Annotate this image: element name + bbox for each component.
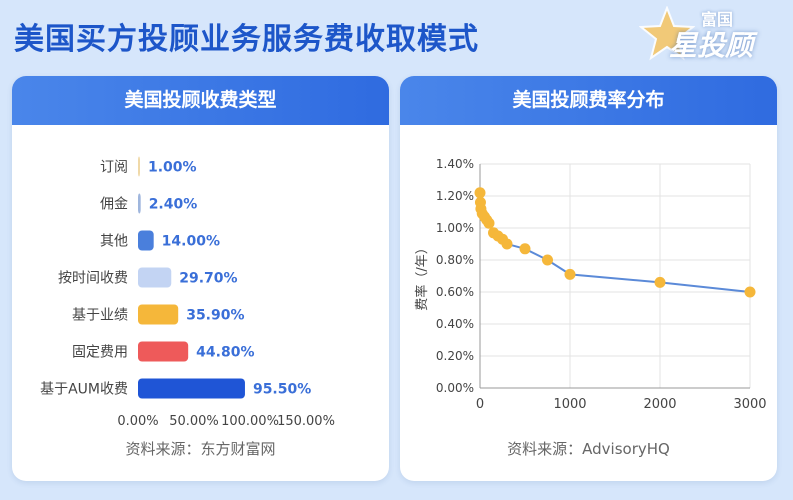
x-tick-label: 50.00% — [169, 414, 219, 429]
fee-rate-source: 资料来源：AdvisoryHQ — [507, 440, 670, 458]
x-tick-label: 3000 — [733, 397, 766, 412]
y-tick-label: 1.20% — [436, 189, 474, 203]
brand-logo: 富国 星投顾 — [639, 4, 779, 62]
data-point — [542, 254, 553, 266]
data-point — [654, 276, 666, 288]
y-tick-label: 1.40% — [436, 157, 474, 171]
bar-category-label: 订阅 — [100, 160, 128, 176]
y-tick-label: 0.20% — [436, 349, 474, 363]
bar-value-label: 95.50% — [253, 382, 311, 398]
bar-value-label: 1.00% — [148, 160, 197, 176]
x-tick-label: 0 — [476, 397, 484, 412]
y-tick-label: 1.00% — [436, 221, 474, 235]
bar-category-label: 基于业绩 — [72, 307, 128, 324]
y-tick-label: 0.60% — [436, 285, 474, 299]
y-tick-label: 0.80% — [436, 253, 474, 267]
bar-category-label: 其他 — [100, 234, 128, 250]
bar — [138, 341, 189, 362]
bar-value-label: 29.70% — [179, 271, 237, 287]
data-point — [474, 187, 486, 199]
fee-rate-line-chart: 0.00% 0.20% 0.40% 0.60% 0.80% 1.00% 1.20% 1.40%… — [414, 157, 767, 412]
x-tick-label: 1000 — [553, 397, 586, 412]
fee-type-source: 资料来源：东方财富网 — [125, 440, 276, 458]
y-tick-label: 0.40% — [436, 317, 474, 331]
fee-rate-card: 美国投顾费率分布 0.00% 0.20% 0.40% 0.60% 0.80% 1.00% 1… — [400, 76, 777, 481]
bar-value-label: 35.90% — [186, 308, 244, 324]
x-tick-label: 2000 — [643, 397, 676, 412]
bar-value-label: 14.00% — [162, 234, 220, 250]
bar — [138, 267, 172, 288]
bar — [138, 156, 140, 177]
bar-category-label: 佣金 — [100, 197, 128, 213]
data-point — [519, 243, 531, 255]
bar — [138, 378, 245, 399]
bar-value-label: 44.80% — [196, 345, 254, 361]
x-tick-label: 0.00% — [117, 414, 158, 429]
star-icon — [639, 6, 695, 61]
page-title: 美国买方投顾业务服务费收取模式 — [14, 22, 479, 57]
bar-category-label: 固定费用 — [72, 345, 128, 361]
brand-top-text: 富国 — [701, 10, 734, 29]
data-point — [744, 286, 756, 298]
fee-rate-card-title: 美国投顾费率分布 — [400, 76, 777, 125]
brand-main-text: 星投顾 — [669, 29, 754, 62]
x-tick-label: 150.00% — [277, 414, 335, 429]
fee-type-card-title: 美国投顾收费类型 — [12, 76, 389, 125]
data-point — [501, 238, 513, 250]
fee-type-card: 美国投顾收费类型 订阅 1.00% 佣金 2.40% 其他 14.00% 按时间收费 29.7… — [12, 76, 389, 481]
y-axis-label: 费率（/年） — [414, 241, 430, 310]
bar-category-label: 基于AUM收费 — [40, 381, 128, 398]
data-point — [564, 268, 576, 280]
bar — [138, 193, 141, 214]
bar — [138, 304, 179, 325]
bar-value-label: 2.40% — [149, 197, 198, 213]
data-point — [483, 217, 495, 229]
fee-type-bar-chart: 订阅 1.00% 佣金 2.40% 其他 14.00% 按时间收费 29.70% 基于业绩 35.… — [40, 156, 335, 429]
bar — [138, 230, 154, 251]
bar-category-label: 按时间收费 — [58, 271, 128, 287]
series-line — [479, 192, 751, 293]
y-tick-label: 0.00% — [436, 381, 474, 395]
x-tick-label: 100.00% — [221, 414, 279, 429]
